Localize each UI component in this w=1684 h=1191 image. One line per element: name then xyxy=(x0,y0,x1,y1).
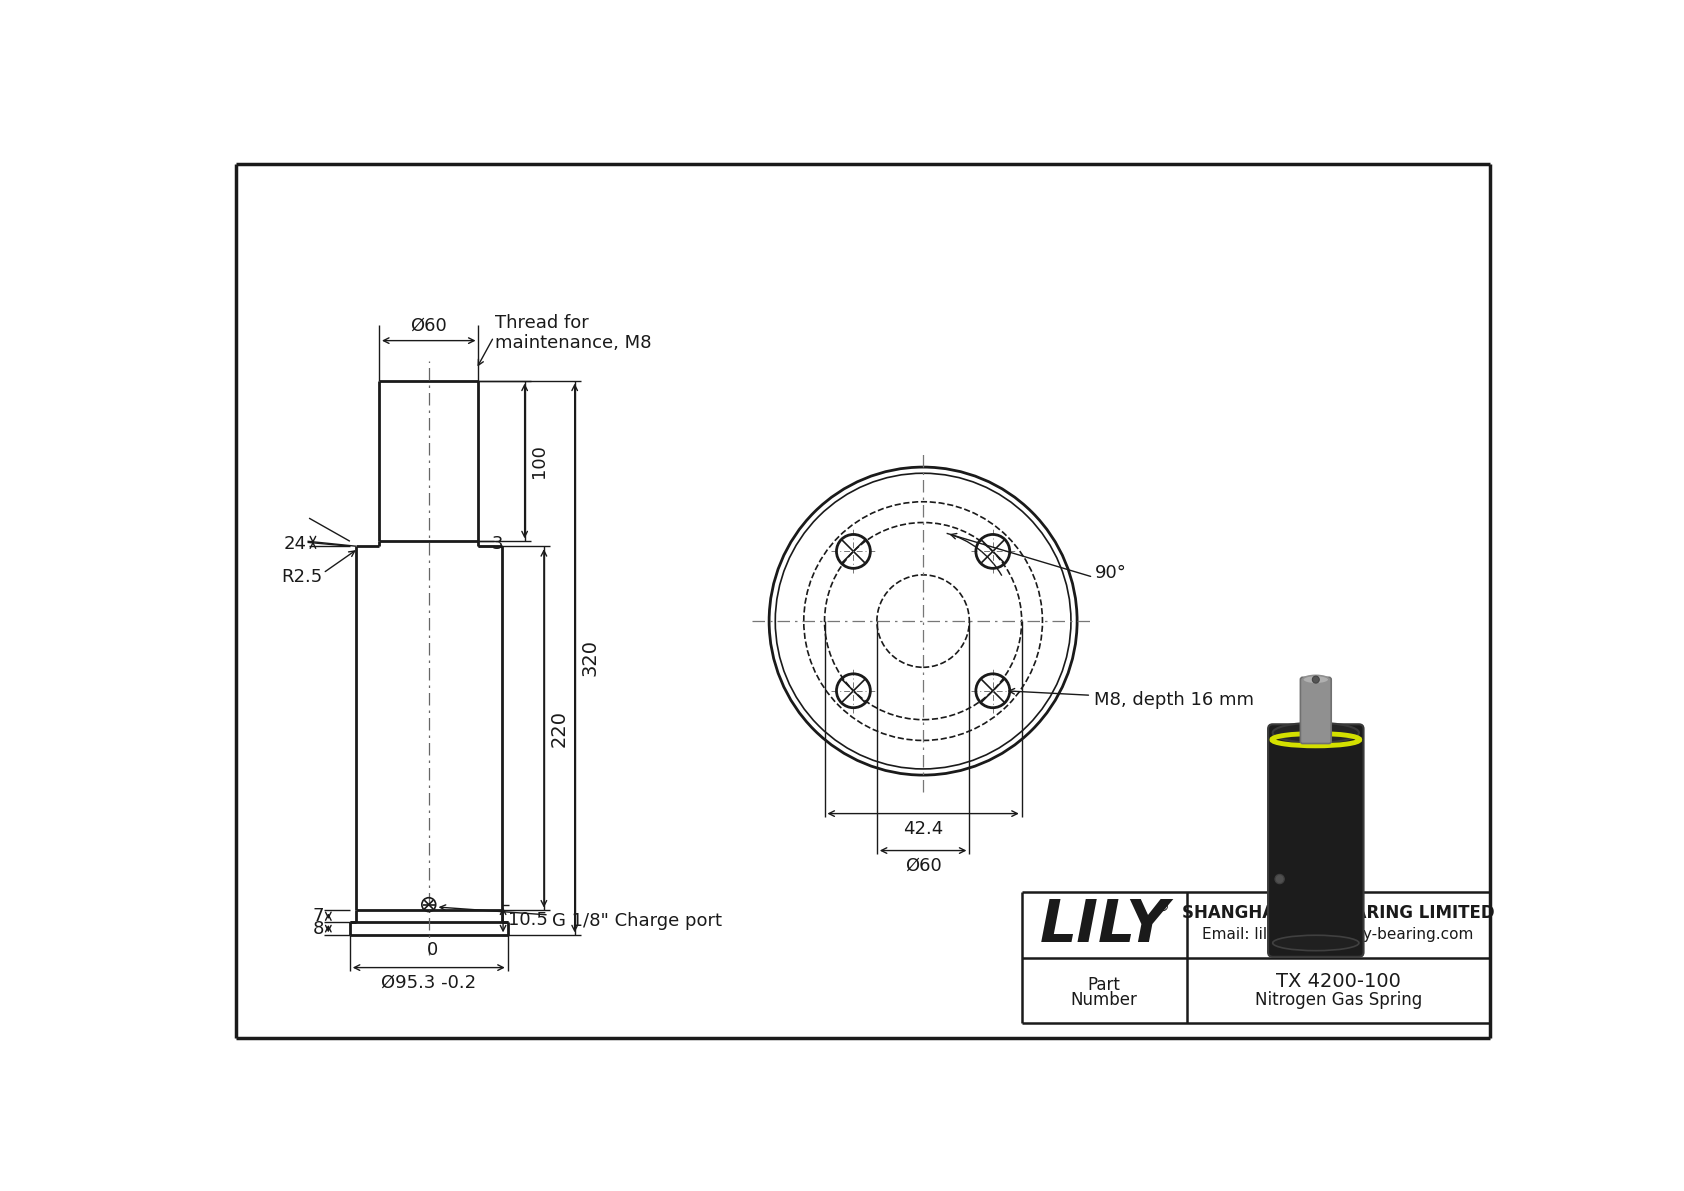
Text: Ø60: Ø60 xyxy=(904,856,941,874)
Text: SHANGHAI LILY BEARING LIMITED: SHANGHAI LILY BEARING LIMITED xyxy=(1182,904,1494,922)
Text: Nitrogen Gas Spring: Nitrogen Gas Spring xyxy=(1255,991,1421,1009)
Ellipse shape xyxy=(1303,675,1329,684)
FancyBboxPatch shape xyxy=(1300,678,1332,743)
Text: 7: 7 xyxy=(312,908,323,925)
Text: Number: Number xyxy=(1071,991,1137,1009)
Text: M8, depth 16 mm: M8, depth 16 mm xyxy=(1009,688,1255,709)
Text: 100: 100 xyxy=(530,444,547,478)
Text: 42.4: 42.4 xyxy=(903,819,943,837)
Text: Ø95.3 -0.2: Ø95.3 -0.2 xyxy=(381,974,477,992)
Text: 0: 0 xyxy=(428,941,438,960)
Text: 24: 24 xyxy=(285,535,306,553)
Circle shape xyxy=(1312,676,1319,684)
Text: LILY: LILY xyxy=(1039,897,1169,954)
Text: 3: 3 xyxy=(492,535,504,553)
Text: Email: lilybearing@lily-bearing.com: Email: lilybearing@lily-bearing.com xyxy=(1202,927,1474,942)
Text: R2.5: R2.5 xyxy=(281,568,323,586)
Text: 90°: 90° xyxy=(1095,565,1127,582)
Text: Ø60: Ø60 xyxy=(411,317,448,335)
Circle shape xyxy=(1275,874,1285,884)
Text: G 1/8" Charge port: G 1/8" Charge port xyxy=(440,905,722,930)
Text: TX 4200-100: TX 4200-100 xyxy=(1276,972,1401,991)
Text: Part: Part xyxy=(1088,975,1120,993)
Text: ®: ® xyxy=(1155,900,1169,915)
Text: 320: 320 xyxy=(581,640,600,676)
Text: Thread for
maintenance, M8: Thread for maintenance, M8 xyxy=(495,313,652,353)
FancyBboxPatch shape xyxy=(1268,724,1364,956)
Text: 10.5: 10.5 xyxy=(509,911,549,929)
Text: 220: 220 xyxy=(551,710,569,747)
Text: 8: 8 xyxy=(312,919,323,937)
Ellipse shape xyxy=(1273,723,1359,743)
Ellipse shape xyxy=(1273,935,1359,950)
